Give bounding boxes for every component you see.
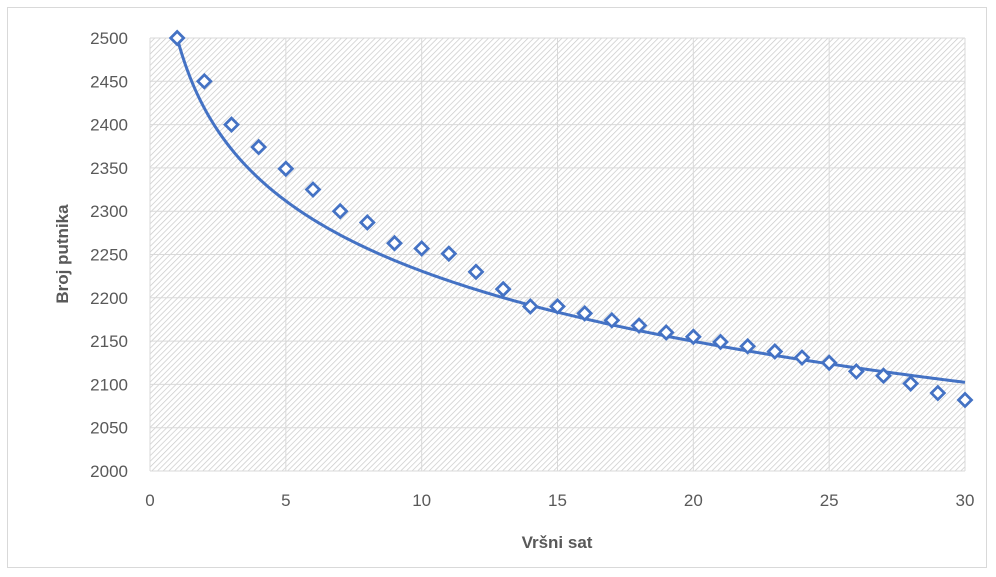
y-tick-label-8: 2400 [90,116,128,135]
x-tick-label-5: 25 [820,491,839,510]
data-point-26 [847,362,865,380]
x-tick-label-4: 20 [684,491,703,510]
data-point-23 [766,343,784,360]
x-axis-title: Vršni sat [522,533,593,552]
data-point-8 [358,214,376,231]
y-tick-label-4: 2200 [90,289,128,308]
y-tick-label-6: 2300 [90,202,128,221]
y-tick-label-2: 2100 [90,375,128,394]
y-tick-label-9: 2450 [90,72,128,91]
data-point-25 [820,354,838,372]
data-point-12 [467,263,485,281]
data-point-7 [331,202,349,220]
data-point-28 [902,375,920,392]
y-tick-label-0: 2000 [90,462,128,481]
data-point-10 [413,239,431,257]
data-point-11 [440,245,458,263]
x-tick-label-3: 15 [548,491,567,510]
data-point-13 [494,280,512,298]
data-point-20 [684,328,702,346]
data-point-15 [549,298,566,315]
data-point-27 [875,367,892,385]
data-point-18 [630,317,648,334]
data-point-19 [657,323,675,341]
data-point-24 [793,349,811,366]
data-point-16 [576,304,594,322]
y-tick-label-7: 2350 [90,159,128,178]
y-tick-label-3: 2150 [90,332,128,351]
data-point-17 [603,311,621,329]
x-tick-label-2: 10 [412,491,431,510]
data-point-21 [712,333,729,351]
data-point-1 [168,29,186,47]
x-tick-label-1: 5 [281,491,290,510]
data-point-4 [250,138,268,156]
data-point-30 [956,391,974,409]
data-point-6 [304,181,322,198]
data-point-3 [223,116,240,134]
y-axis-title: Broj putnika [53,204,72,304]
x-tick-label-6: 30 [956,491,975,510]
data-point-9 [386,234,403,252]
data-point-2 [195,72,213,90]
y-tick-label-10: 2500 [90,29,128,48]
data-point-5 [277,160,295,178]
data-point-14 [521,298,539,315]
data-point-29 [929,384,947,402]
x-tick-label-0: 0 [145,491,154,510]
y-tick-label-1: 2050 [90,419,128,438]
data-point-22 [739,337,757,355]
y-tick-label-5: 2250 [90,246,128,265]
